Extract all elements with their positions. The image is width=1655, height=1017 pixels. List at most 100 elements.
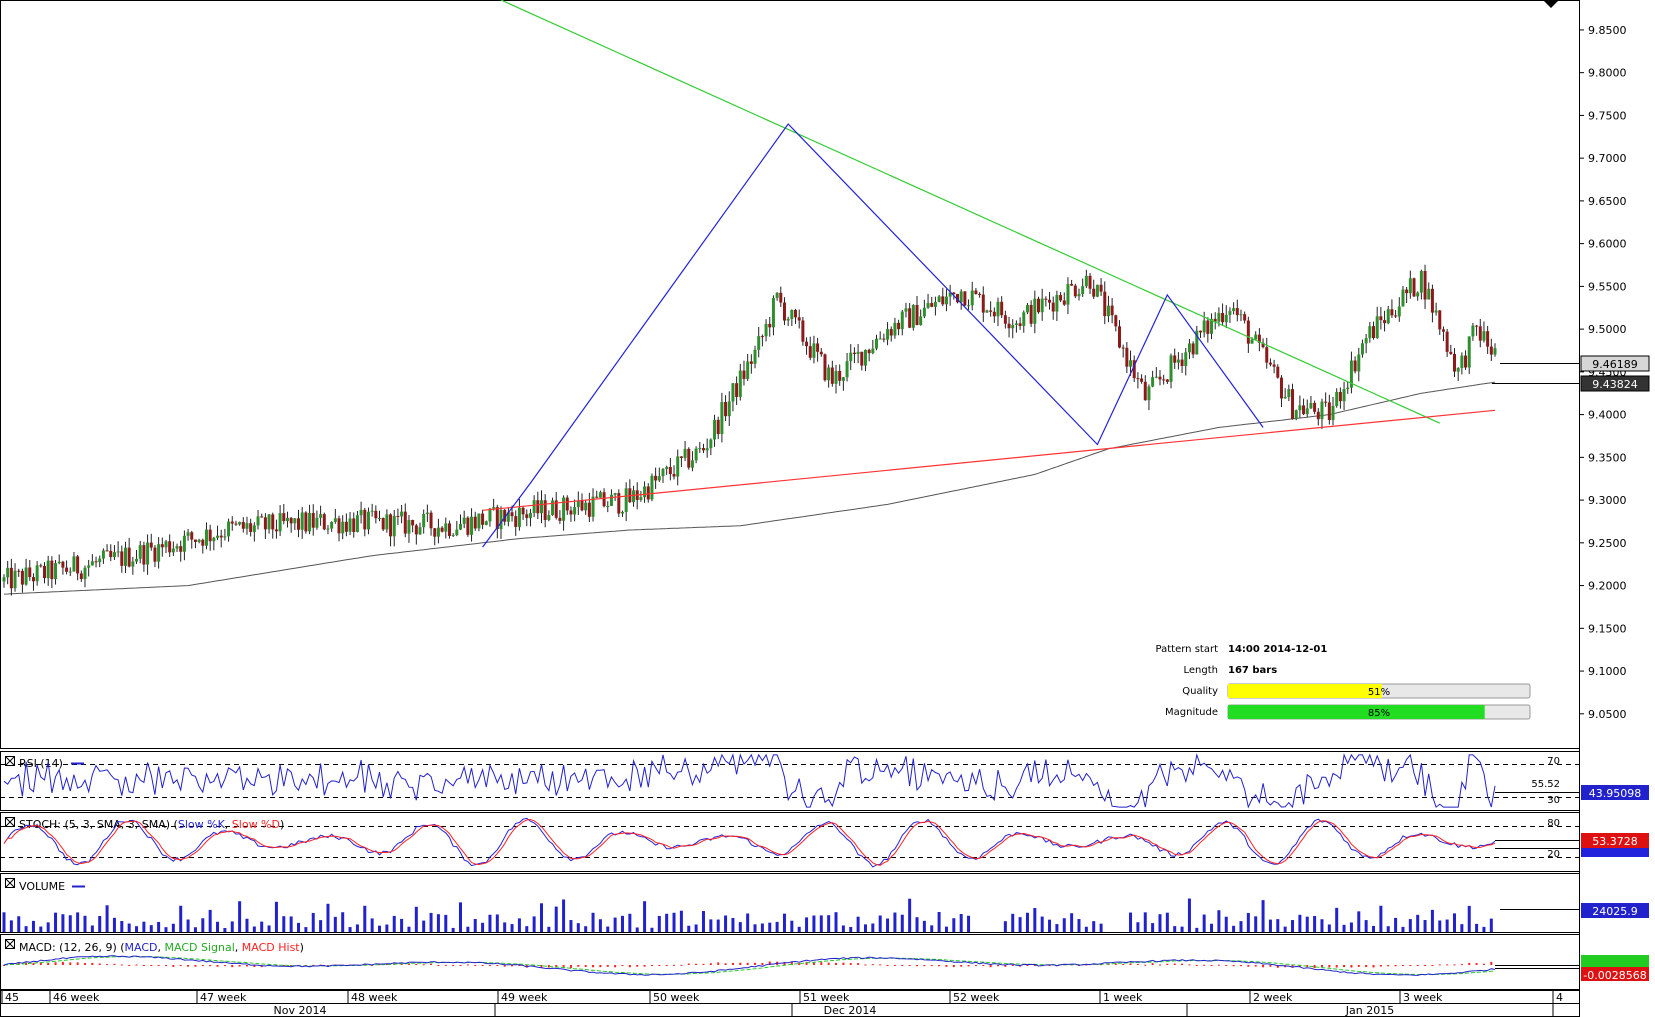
volume-bar: [260, 921, 264, 932]
volume-bar: [768, 922, 772, 932]
volume-bar: [385, 924, 389, 932]
candle-body: [1217, 312, 1221, 322]
volume-bar: [937, 912, 941, 932]
candle-body: [1206, 320, 1210, 334]
candle-body: [366, 511, 370, 530]
macd-hist-bar: [820, 962, 823, 965]
macd-hist-bar: [908, 965, 911, 966]
candle-body: [786, 318, 790, 321]
volume-bar: [1025, 912, 1029, 932]
volume-close-icon[interactable]: [5, 878, 15, 888]
candle-body: [1003, 315, 1007, 324]
candle-body: [1368, 326, 1372, 339]
macd-hist-bar: [916, 965, 919, 967]
volume-bar: [135, 926, 139, 932]
candle-body: [900, 311, 904, 330]
pattern-lines: [482, 0, 1496, 548]
macd-close-icon[interactable]: [5, 939, 15, 949]
stoch-pane: 80 20 STOCH: (5, 3, SMA, 3, SMA) (Slow %…: [0, 812, 1649, 872]
candle-body: [241, 521, 245, 529]
candle-body: [1210, 318, 1214, 334]
candle-body: [760, 336, 764, 338]
volume-bar: [1327, 924, 1331, 932]
volume-pane: VOLUME 24025.9: [0, 873, 1649, 933]
candle-body: [1397, 306, 1401, 317]
candle-body: [462, 517, 466, 524]
macd-hist-bar: [430, 963, 433, 965]
candle-body: [539, 500, 543, 514]
candle-body: [624, 488, 628, 512]
volume-bar: [753, 924, 757, 932]
candle-body: [1313, 402, 1317, 412]
candle-body: [436, 527, 440, 537]
macd-hist-bar: [812, 962, 815, 965]
rsi-close-icon[interactable]: [5, 756, 15, 766]
volume-bar: [105, 905, 109, 932]
candle-body: [300, 512, 304, 530]
candle-body: [1276, 366, 1280, 378]
volume-bar: [532, 916, 536, 932]
candle-body: [212, 537, 216, 542]
candle-body: [1070, 284, 1074, 286]
stoch-k-line: [3, 817, 1496, 868]
price-tick-label: 9.0500: [1588, 708, 1627, 721]
candle-body: [985, 310, 989, 313]
candle-body: [267, 514, 271, 530]
candle-body: [967, 305, 971, 307]
candle-body: [42, 565, 46, 579]
volume-bar: [1099, 923, 1103, 932]
candle-body: [1184, 352, 1188, 367]
volume-bar: [333, 916, 337, 932]
volume-bar: [1401, 926, 1405, 932]
macd-hist-bar: [901, 965, 904, 966]
week-label: 1 week: [1103, 991, 1143, 1004]
month-label: Nov 2014: [274, 1004, 327, 1017]
candle-body: [1279, 377, 1283, 399]
candle-body: [385, 514, 389, 530]
volume-bar: [679, 910, 683, 932]
macd-hist-bar: [1438, 964, 1441, 966]
scroll-marker-icon[interactable]: [1543, 0, 1559, 8]
stoch-d-line: [3, 818, 1496, 866]
candle-body: [260, 516, 264, 518]
volume-bar: [370, 918, 374, 932]
volume-bar: [473, 918, 477, 932]
macd-hist-bar: [238, 965, 241, 967]
volume-bar: [436, 914, 440, 932]
price-tick-label: 9.7500: [1588, 109, 1627, 122]
candle-body: [919, 316, 923, 326]
macd-hist-bar: [717, 962, 720, 965]
volume-bar: [1165, 912, 1169, 932]
volume-bar: [562, 899, 566, 932]
volume-bar: [1018, 917, 1022, 932]
macd-hist-bar: [1490, 961, 1493, 965]
candle-body: [1353, 360, 1357, 372]
volume-bar: [694, 924, 698, 932]
candle-body: [396, 515, 400, 517]
candle-body: [1191, 343, 1195, 355]
price-tick-label: 9.7000: [1588, 152, 1627, 165]
month-label: Jan 2015: [1345, 1004, 1394, 1017]
rsi-value: 43.95098: [1589, 787, 1642, 800]
candle-body: [1467, 336, 1471, 368]
volume-bar: [282, 916, 286, 932]
volume-bar: [724, 915, 728, 932]
volume-bar: [1394, 917, 1398, 932]
macd-hist-bar: [1453, 964, 1456, 966]
macd-hist-bar: [503, 965, 506, 967]
candle-body: [661, 469, 665, 477]
volume-bar: [274, 901, 278, 932]
macd-hist-bar: [3, 965, 5, 966]
candle-body: [274, 529, 278, 532]
candle-body: [746, 361, 750, 379]
candle-body: [941, 296, 945, 305]
volume-bar: [1291, 920, 1295, 932]
macd-hist-bar: [621, 965, 624, 967]
macd-hist-bar: [385, 964, 388, 966]
volume-bar: [1033, 908, 1037, 932]
macd-hist-bar: [194, 965, 197, 967]
volume-bar: [1224, 916, 1228, 932]
candle-body: [727, 401, 731, 417]
candle-body: [234, 523, 238, 525]
stoch-close-icon[interactable]: [5, 817, 15, 827]
